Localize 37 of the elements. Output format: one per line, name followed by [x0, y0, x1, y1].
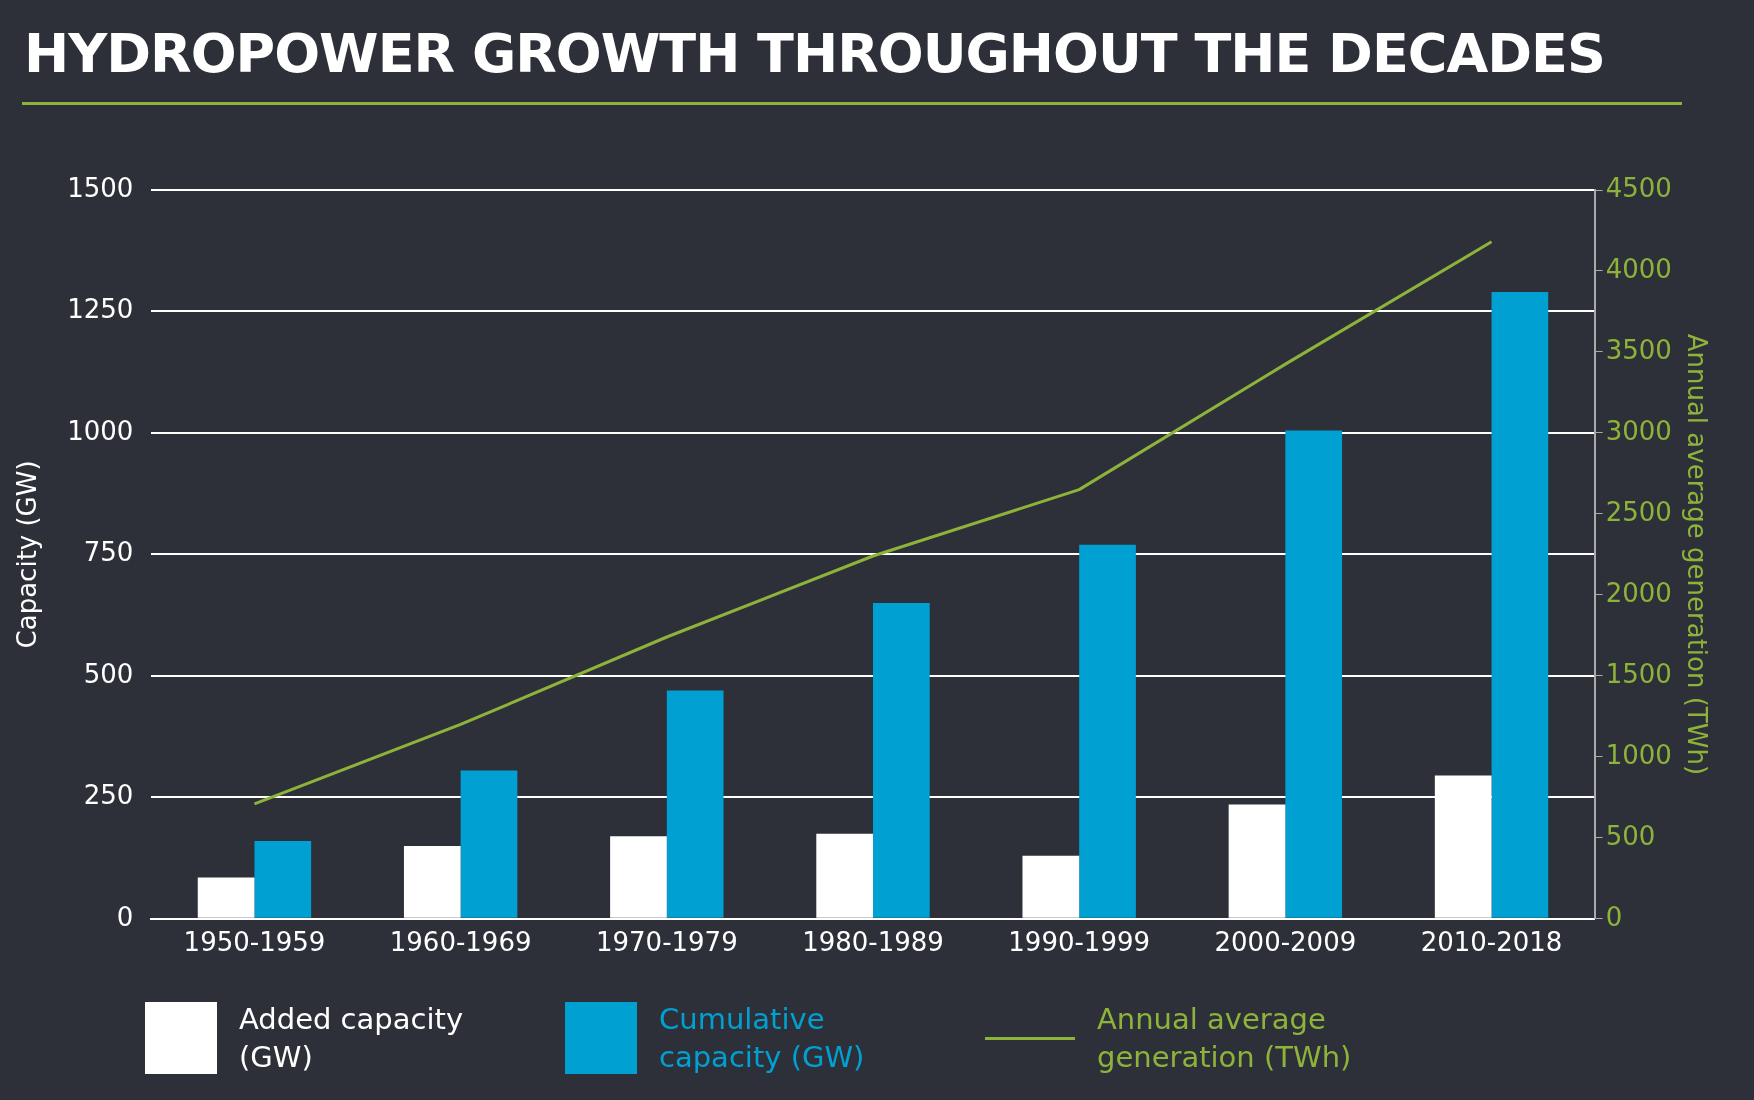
bar: [460, 770, 518, 918]
bar: [1285, 430, 1343, 918]
y2-tick-label: 1000: [1605, 739, 1672, 770]
y-tick-label: 500: [83, 658, 134, 689]
y-axis-title: Capacity (GW): [12, 460, 43, 649]
y2-tick-label: 1500: [1605, 658, 1672, 689]
y2-tick-label: 500: [1605, 820, 1656, 851]
y2-tick-label: 4000: [1605, 253, 1672, 284]
text: Added capacity (GW): [239, 1001, 465, 1076]
y2-tick-label: 3000: [1605, 415, 1672, 446]
legend-label: Annual average generation (TWh): [1097, 1001, 1353, 1076]
bar: [1491, 292, 1549, 918]
y2-tick-label: 4500: [1605, 172, 1672, 203]
chart-title: HYDROPOWER GROWTH THROUGHOUT THE DECADES: [24, 22, 1605, 85]
bar: [1079, 544, 1136, 918]
y-tick-label: 250: [83, 780, 134, 811]
x-tick-label: 1960-1969: [389, 927, 532, 958]
y2-tick-label: 2500: [1605, 496, 1672, 527]
bar: [873, 602, 930, 918]
y2-axis-title: Annual average generation (TWh): [1681, 333, 1712, 776]
bar: [666, 690, 724, 918]
x-tick-label: 1990-1999: [1008, 927, 1151, 958]
x-tick-label: 2010-2018: [1420, 927, 1563, 958]
text: Cumulative capacity (GW): [659, 1001, 866, 1076]
y-tick-label: 0: [116, 901, 134, 932]
y2-tick-label: 2000: [1605, 577, 1672, 608]
y-tick-label: 1250: [67, 294, 134, 325]
y-tick-label: 1000: [67, 415, 134, 446]
y2-tick-label: 0: [1605, 901, 1623, 932]
bar: [254, 841, 312, 918]
y2-tick-label: 3500: [1605, 334, 1672, 365]
y-tick-label: 1500: [67, 172, 134, 203]
x-tick-label: 1950-1959: [183, 927, 326, 958]
x-tick-label: 1970-1979: [595, 927, 738, 958]
x-tick-label: 1980-1989: [802, 927, 944, 958]
x-tick-label: 2000-2009: [1214, 927, 1357, 958]
y-tick-label: 750: [83, 537, 134, 568]
